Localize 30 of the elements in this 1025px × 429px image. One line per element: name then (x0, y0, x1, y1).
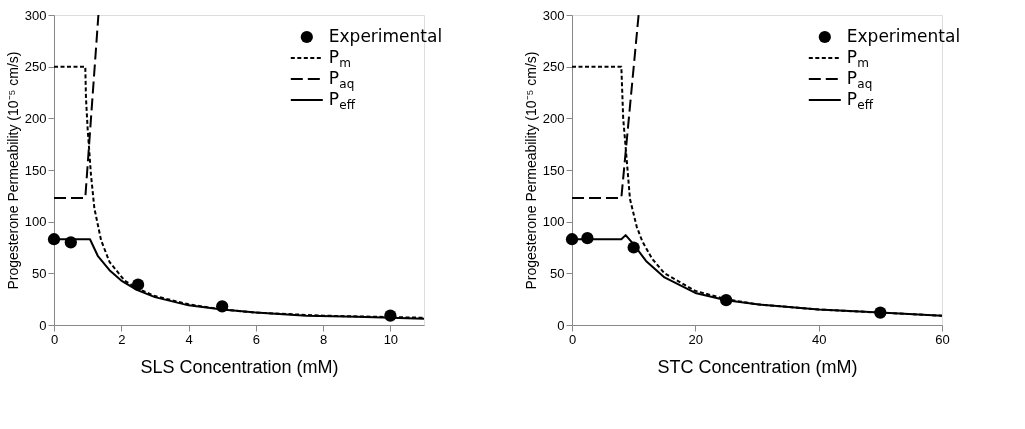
x-tick-label: 2 (118, 331, 126, 347)
y-tick-label: 250 (542, 59, 565, 75)
x-tick-label: 0 (568, 331, 577, 347)
y-tick-label: 300 (24, 7, 47, 23)
x-tick-label: 4 (185, 331, 193, 347)
x-axis-title: STC Concentration (mM) (657, 356, 858, 377)
y-tick-label: 50 (550, 265, 565, 281)
x-tick-label: 20 (688, 331, 704, 347)
x-tick-label: 6 (252, 331, 260, 347)
y-tick-label: 0 (39, 317, 47, 333)
y-tick-label: 200 (542, 110, 565, 126)
legend-label: Experimental (846, 26, 961, 46)
x-tick-label: 10 (383, 331, 399, 347)
x-tick-label: 40 (811, 331, 827, 347)
x-axis-title: SLS Concentration (mM) (140, 356, 339, 377)
y-tick-label: 150 (24, 162, 47, 178)
y-tick-label: 150 (542, 162, 565, 178)
y-tick-label: 200 (24, 110, 47, 126)
y-tick-label: 50 (32, 265, 47, 281)
y-axis-title: Progesterone Permeability (10⁻⁵ cm/s) (4, 51, 21, 290)
y-tick-label: 250 (24, 59, 47, 75)
y-tick-label: 300 (542, 7, 565, 23)
y-tick-label: 100 (24, 214, 47, 230)
x-tick-label: 8 (319, 331, 328, 347)
x-tick-label: 60 (935, 331, 950, 347)
x-tick-label: 0 (50, 331, 59, 347)
y-tick-label: 0 (557, 317, 565, 333)
legend-label: Experimental (328, 26, 443, 46)
y-tick-label: 100 (542, 214, 565, 230)
y-axis-title: Progesterone Permeability (10⁻⁵ cm/s) (522, 51, 539, 290)
